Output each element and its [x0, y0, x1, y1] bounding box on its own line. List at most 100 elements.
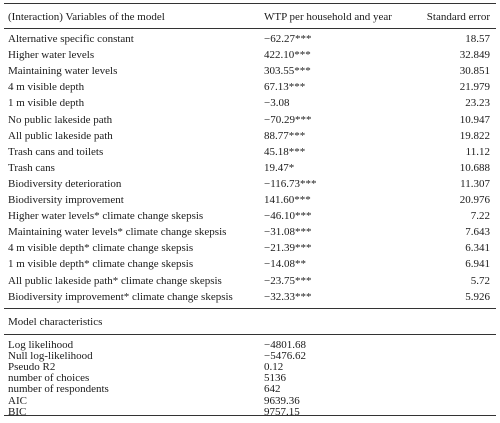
stat-value: −4801.68 — [264, 339, 306, 351]
standard-error-cell: 32.849 — [459, 49, 490, 62]
table-row: 1 m visible depth* climate change skepsi… — [0, 256, 500, 272]
wtp-cell: −14.08** — [264, 258, 306, 271]
wtp-cell: 45.18*** — [264, 145, 306, 158]
header-rule — [4, 28, 496, 29]
standard-error-cell: 23.23 — [465, 97, 490, 110]
standard-error-cell: 18.57 — [465, 33, 490, 45]
table-row: Maintaining water levels* climate change… — [0, 224, 500, 240]
stat-value: −5476.62 — [264, 350, 306, 363]
top-rule — [4, 3, 496, 4]
table-row: Biodiversity improvement 141.60*** 20.976 — [0, 192, 500, 208]
model-stat-row: Log likelihood −4801.68 — [0, 337, 500, 353]
table-row: Biodiversity deterioration −116.73*** 11.3… — [0, 176, 500, 192]
header-variable: (Interaction) Variables of the model — [8, 11, 165, 23]
stat-label: number of respondents — [8, 383, 109, 396]
variable-cell: No public lakeside path — [8, 113, 113, 126]
stat-value: 642 — [264, 383, 281, 396]
stat-value: 9757.15 — [264, 405, 300, 418]
table-row: Trash cans and toilets 45.18*** 11.12 — [0, 144, 500, 160]
wtp-cell: −21.39*** — [264, 242, 312, 255]
wtp-cell: 88.77*** — [264, 129, 306, 142]
bottom-rule — [4, 415, 496, 416]
wtp-cell: −62.27*** — [264, 33, 312, 45]
model-stat-row: Pseudo R2 0.12 — [0, 359, 500, 375]
header-standard-error: Standard error — [426, 11, 490, 23]
variable-cell: Trash cans and toilets — [8, 145, 104, 158]
model-section-rule — [4, 334, 496, 335]
standard-error-cell: 6.941 — [465, 258, 490, 271]
table-row: 1 m visible depth −3.08 23.23 — [0, 95, 500, 111]
standard-error-cell: 11.12 — [465, 145, 490, 158]
wtp-cell: −32.33*** — [264, 290, 312, 303]
variable-cell: All public lakeside path* climate change… — [8, 274, 222, 287]
standard-error-cell: 10.688 — [459, 161, 490, 174]
variable-cell: Biodiversity improvement — [8, 194, 124, 206]
model-section-title-row: Model characteristics — [0, 314, 500, 330]
stat-label: AIC — [8, 394, 27, 407]
variable-cell: All public lakeside path — [8, 129, 113, 142]
variable-cell: Maintaining water levels* climate change… — [8, 226, 227, 239]
variable-cell: Biodiversity deterioration — [8, 177, 122, 190]
wtp-cell: 141.60*** — [264, 194, 311, 206]
wtp-cell: −46.10*** — [264, 210, 312, 223]
table-row: 4 m visible depth* climate change skepsi… — [0, 240, 500, 256]
table-row: Maintaining water levels 303.55*** 30.851 — [0, 63, 500, 79]
standard-error-cell: 20.976 — [459, 194, 490, 206]
variable-cell: Maintaining water levels — [8, 65, 118, 78]
table-row: Higher water levels* climate change skep… — [0, 208, 500, 224]
variable-cell: Biodiversity improvement* climate change… — [8, 290, 233, 303]
header-wtp: WTP per household and year — [264, 11, 392, 23]
standard-error-cell: 30.851 — [459, 65, 490, 78]
variable-cell: 1 m visible depth* climate change skepsi… — [8, 258, 194, 271]
wtp-cell: −3.08 — [264, 97, 290, 110]
table-header-row: (Interaction) Variables of the model WTP… — [0, 9, 500, 25]
stat-value: 5136 — [264, 372, 286, 385]
table-row: 4 m visible depth 67.13*** 21.979 — [0, 79, 500, 95]
wtp-cell: −116.73*** — [264, 177, 317, 190]
standard-error-cell: 10.947 — [459, 113, 490, 126]
section-rule — [4, 308, 496, 309]
model-stat-row: number of respondents 642 — [0, 381, 500, 397]
table-row: Alternative specific constant −62.27*** 18… — [0, 31, 500, 47]
table-row: Biodiversity improvement* climate change… — [0, 289, 500, 305]
standard-error-cell: 5.72 — [470, 274, 490, 287]
wtp-cell: 19.47* — [264, 161, 295, 174]
table-row: Higher water levels 422.10*** 32.849 — [0, 47, 500, 63]
variable-cell: 1 m visible depth — [8, 97, 85, 110]
table-row: All public lakeside path 88.77*** 19.822 — [0, 128, 500, 144]
stat-value: 0.12 — [264, 361, 284, 374]
model-stat-row: Null log-likelihood −5476.62 — [0, 348, 500, 364]
stat-value: 9639.36 — [264, 394, 300, 407]
wtp-cell: 422.10*** — [264, 49, 311, 62]
standard-error-cell: 21.979 — [459, 81, 490, 94]
stat-label: Log likelihood — [8, 339, 74, 351]
variable-cell: Higher water levels — [8, 49, 95, 62]
model-stat-row: BIC 9757.15 — [0, 404, 500, 420]
stat-label: Pseudo R2 — [8, 361, 56, 374]
standard-error-cell: 5.926 — [465, 290, 490, 303]
wtp-cell: 303.55*** — [264, 65, 311, 78]
table-row: No public lakeside path −70.29*** 10.947 — [0, 112, 500, 128]
variable-cell: Higher water levels* climate change skep… — [8, 210, 204, 223]
wtp-cell: 67.13*** — [264, 81, 306, 94]
variable-cell: Trash cans — [8, 161, 55, 174]
stat-label: Null log-likelihood — [8, 350, 93, 363]
standard-error-cell: 19.822 — [459, 129, 490, 142]
stat-label: number of choices — [8, 372, 90, 385]
table-row: Trash cans 19.47* 10.688 — [0, 160, 500, 176]
model-stat-row: number of choices 5136 — [0, 370, 500, 386]
variable-cell: Alternative specific constant — [8, 33, 134, 45]
standard-error-cell: 6.341 — [465, 242, 490, 255]
model-stat-row: AIC 9639.36 — [0, 393, 500, 409]
standard-error-cell: 7.643 — [465, 226, 490, 239]
wtp-cell: −23.75*** — [264, 274, 312, 287]
standard-error-cell: 11.307 — [460, 177, 490, 190]
variable-cell: 4 m visible depth — [8, 81, 85, 94]
table-row: All public lakeside path* climate change… — [0, 273, 500, 289]
stat-label: BIC — [8, 405, 27, 418]
wtp-cell: −31.08*** — [264, 226, 312, 239]
wtp-cell: −70.29*** — [264, 113, 312, 126]
variable-cell: 4 m visible depth* climate change skepsi… — [8, 242, 194, 255]
standard-error-cell: 7.22 — [470, 210, 490, 223]
